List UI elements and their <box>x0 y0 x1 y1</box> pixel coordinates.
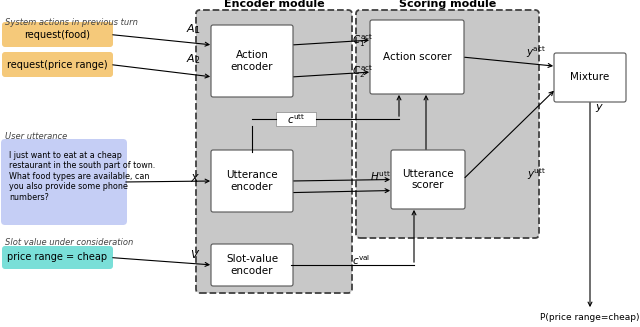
FancyBboxPatch shape <box>356 10 539 238</box>
Text: $X$: $X$ <box>189 172 200 184</box>
Text: System actions in previous turn: System actions in previous turn <box>5 18 138 27</box>
Text: $y^{\mathrm{act}}$: $y^{\mathrm{act}}$ <box>526 44 546 60</box>
Text: $y^{\mathrm{utt}}$: $y^{\mathrm{utt}}$ <box>527 166 546 182</box>
Text: $C_1^{\mathrm{act}}$: $C_1^{\mathrm{act}}$ <box>352 33 373 49</box>
Text: Slot value under consideration: Slot value under consideration <box>5 238 133 247</box>
Text: User utterance: User utterance <box>5 132 67 141</box>
Text: request(food): request(food) <box>24 29 90 40</box>
FancyBboxPatch shape <box>2 246 113 269</box>
Text: $c^{\mathrm{utt}}$: $c^{\mathrm{utt}}$ <box>287 112 305 126</box>
Text: $A_2$: $A_2$ <box>186 53 200 66</box>
FancyBboxPatch shape <box>1 139 127 225</box>
Text: $C_2^{\mathrm{act}}$: $C_2^{\mathrm{act}}$ <box>352 63 373 80</box>
Text: Action scorer: Action scorer <box>383 52 451 62</box>
Text: $H^{\mathrm{utt}}$: $H^{\mathrm{utt}}$ <box>370 169 390 183</box>
FancyBboxPatch shape <box>211 150 293 212</box>
Text: Utterance
scorer: Utterance scorer <box>402 169 454 190</box>
Text: $c^{\mathrm{val}}$: $c^{\mathrm{val}}$ <box>352 253 371 267</box>
Text: price range = cheap: price range = cheap <box>8 252 108 263</box>
FancyBboxPatch shape <box>2 52 113 77</box>
FancyBboxPatch shape <box>370 20 464 94</box>
FancyBboxPatch shape <box>2 22 113 47</box>
Text: $V$: $V$ <box>189 248 200 260</box>
Text: P(price range=cheap): P(price range=cheap) <box>540 314 640 322</box>
FancyBboxPatch shape <box>391 150 465 209</box>
Text: I just want to eat at a cheap
restaurant in the south part of town.
What food ty: I just want to eat at a cheap restaurant… <box>9 151 156 202</box>
Bar <box>276 112 316 126</box>
FancyBboxPatch shape <box>211 25 293 97</box>
Text: Action
encoder: Action encoder <box>231 50 273 72</box>
Text: Slot-value
encoder: Slot-value encoder <box>226 254 278 276</box>
Text: Mixture: Mixture <box>570 73 610 82</box>
Text: $A_1$: $A_1$ <box>186 23 200 36</box>
Text: Scoring module: Scoring module <box>399 0 496 9</box>
Text: $y$: $y$ <box>595 102 604 114</box>
Text: Utterance
encoder: Utterance encoder <box>226 170 278 192</box>
Text: Encoder module: Encoder module <box>224 0 324 9</box>
FancyBboxPatch shape <box>196 10 352 293</box>
FancyBboxPatch shape <box>211 244 293 286</box>
FancyBboxPatch shape <box>554 53 626 102</box>
Text: request(price range): request(price range) <box>7 60 108 70</box>
